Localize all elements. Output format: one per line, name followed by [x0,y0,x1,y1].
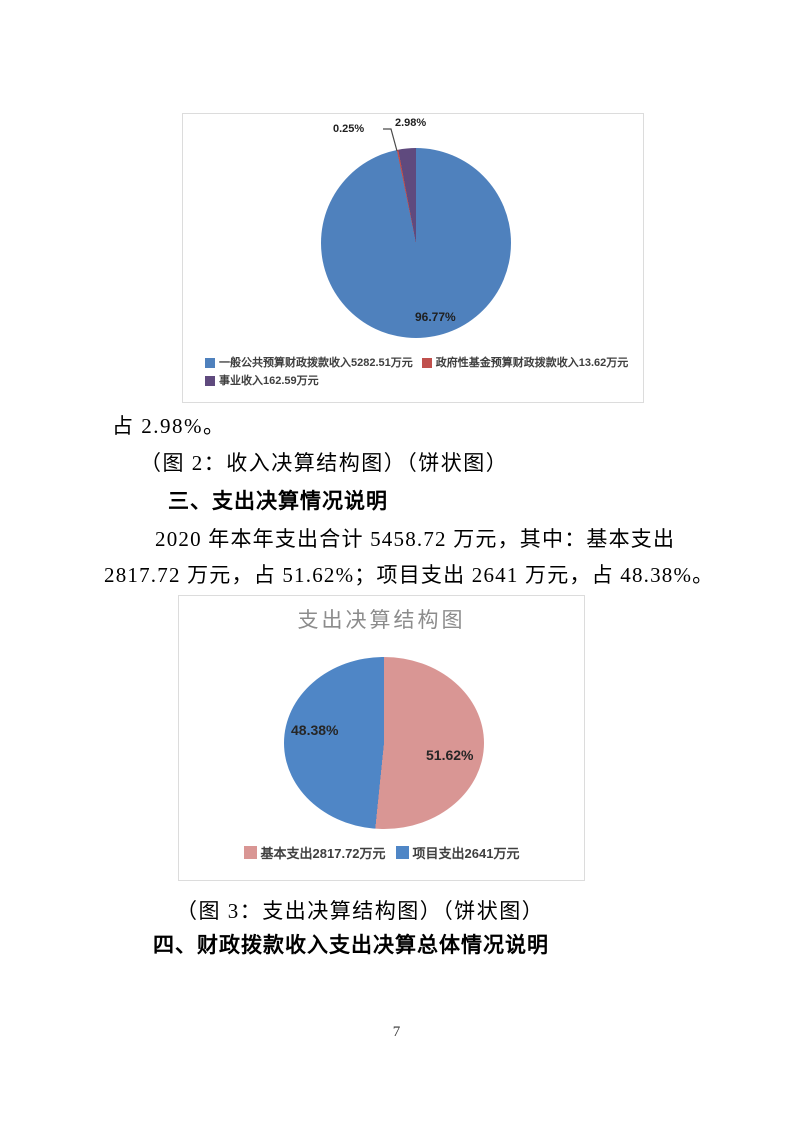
expenditure-paragraph-line1: 2020 年本年支出合计 5458.72 万元，其中：基本支出 [155,527,676,551]
legend-item-project-expenditure: 项目支出2641万元 [395,843,520,862]
legend-swatch-blue-icon [205,358,215,368]
legend-label-basic-expenditure: 基本支出2817.72万元 [260,846,386,861]
legend-swatch-red-icon [421,358,432,368]
legend-label-project-expenditure: 项目支出2641万元 [412,846,520,861]
pie-slice-label-business: 2.98% [395,117,427,129]
figure2-caption: （图 2：收入决算结构图）（饼状图） [140,451,509,475]
expenditure-paragraph-line2: 2817.72 万元，占 51.62%；项目支出 2641 万元，占 48.38… [104,563,715,587]
pie-slice-label-public: 96.77% [415,310,456,324]
legend-swatch-blue-icon [395,846,409,859]
legend-label-business-income: 事业收入162.59万元 [219,375,319,387]
chart-title: 支出决算结构图 [297,609,466,632]
expenditure-legend: 基本支出2817.72万元 项目支出2641万元 [179,843,584,862]
income-legend-row-1: 一般公共预算财政拨款收入5282.51万元 政府性基金预算财政拨款收入13.62… [205,354,630,372]
paragraph-tail-line: 占 2.98%。 [112,414,226,438]
legend-swatch-purple-icon [205,376,215,386]
legend-item-basic-expenditure: 基本支出2817.72万元 [243,843,386,862]
expenditure-pie-chart: 支出决算结构图 48.38% 51.62% 基本支出2817.72万元 项目支出… [178,595,585,881]
pie-slice-label-gov-fund: 0.25% [333,123,365,135]
pie-slice-label-basic: 51.62% [426,747,474,763]
pie-slice-label-project: 48.38% [291,722,339,738]
income-legend-row-2: 事业收入162.59万元 [205,372,630,390]
income-legend: 一般公共预算财政拨款收入5282.51万元 政府性基金预算财政拨款收入13.62… [205,354,630,390]
expenditure-pie [284,657,484,829]
figure3-caption: （图 3：支出决算结构图）（饼状图） [176,899,545,923]
income-pie [321,148,511,338]
income-pie-chart: 0.25% 2.98% 96.77% 一般公共预算财政拨款收入5282.51万元… [182,113,644,403]
legend-item-gov-fund: 政府性基金预算财政拨款收入13.62万元 [421,354,629,372]
legend-item-public-budget: 一般公共预算财政拨款收入5282.51万元 [205,354,413,372]
page-number: 7 [392,1024,401,1040]
section-heading-four: 四、财政拨款收入支出决算总体情况说明 [153,934,549,957]
legend-item-business-income: 事业收入162.59万元 [205,372,319,390]
legend-swatch-pink-icon [243,846,257,859]
legend-label-gov-fund: 政府性基金预算财政拨款收入13.62万元 [435,357,629,369]
section-heading-three: 三、支出决算情况说明 [168,490,388,513]
legend-label-public-budget: 一般公共预算财政拨款收入5282.51万元 [219,357,413,369]
